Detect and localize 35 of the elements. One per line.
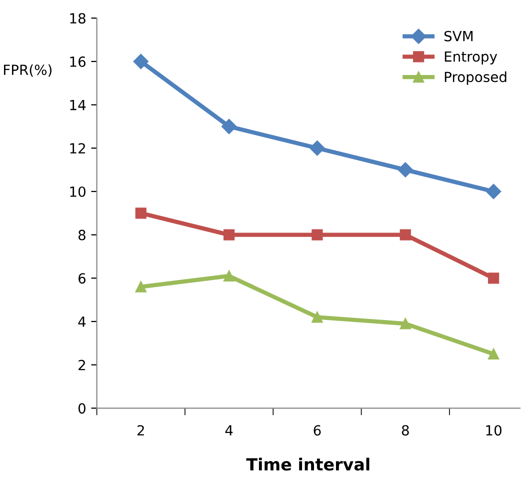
y-tick-label: 16 — [70, 56, 86, 67]
x-tick-label: 2 — [137, 425, 144, 436]
point — [400, 318, 411, 330]
x-axis-title: Time interval — [246, 458, 370, 471]
x-tick-label: 4 — [225, 425, 233, 436]
y-tick-label: 10 — [70, 186, 86, 197]
y-tick-label: 6 — [78, 273, 86, 284]
point — [224, 270, 235, 282]
legend-label: Proposed — [444, 71, 506, 85]
point — [486, 184, 502, 200]
point — [310, 140, 325, 156]
y-tick-label: 12 — [70, 143, 85, 154]
y-tick-label: 2 — [78, 360, 85, 370]
legend-label: SVM — [444, 30, 473, 42]
y-tick-label: 0 — [78, 403, 86, 414]
point — [135, 281, 146, 292]
y-axis-title: FPR(%) — [4, 64, 52, 77]
point — [400, 229, 411, 240]
point — [488, 348, 500, 360]
x-tick-label: 6 — [314, 425, 321, 436]
x-tick-label: 8 — [402, 425, 409, 436]
legend-label: Entropy — [444, 51, 498, 64]
y-tick-label: 18 — [70, 13, 86, 24]
point — [312, 229, 323, 240]
point — [312, 312, 323, 323]
point — [133, 54, 148, 70]
y-tick-label: 4 — [78, 316, 86, 327]
point — [224, 229, 235, 240]
point — [488, 272, 500, 284]
x-tick-label: 10 — [486, 425, 502, 436]
point — [398, 162, 413, 178]
point — [221, 118, 237, 134]
y-tick-label: 14 — [70, 100, 86, 110]
y-tick-label: 8 — [78, 230, 86, 240]
point — [135, 208, 146, 219]
